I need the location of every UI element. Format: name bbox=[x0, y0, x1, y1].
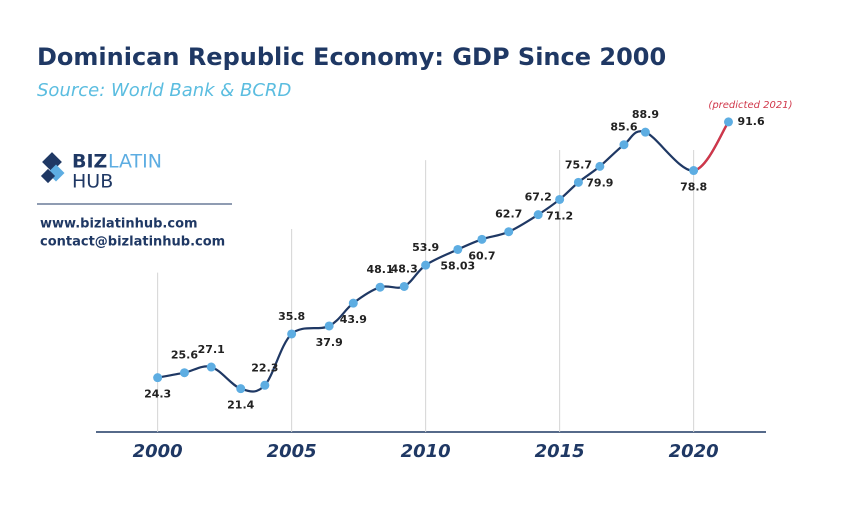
marker bbox=[689, 166, 699, 176]
data-label: 85.6 bbox=[610, 121, 637, 134]
marker bbox=[640, 127, 650, 137]
logo-text: HUB bbox=[72, 171, 113, 193]
marker bbox=[153, 373, 163, 383]
data-label: 48.3 bbox=[391, 262, 418, 275]
chart-subtitle: Source: World Bank & BCRD bbox=[37, 80, 291, 101]
annotation: (predicted 2021) bbox=[708, 100, 792, 111]
marker bbox=[287, 329, 297, 339]
data-label: 67.2 bbox=[525, 191, 552, 204]
chart-title: Dominican Republic Economy: GDP Since 20… bbox=[37, 43, 666, 71]
data-label: 27.1 bbox=[198, 343, 225, 356]
data-label: 71.2 bbox=[546, 209, 573, 222]
data-label: 25.6 bbox=[171, 349, 198, 362]
data-label: 43.9 bbox=[340, 313, 367, 326]
x-tick-label: 2020 bbox=[669, 441, 719, 462]
marker bbox=[573, 177, 583, 187]
data-label: 24.3 bbox=[144, 388, 171, 401]
marker bbox=[453, 244, 463, 254]
data-label: 91.6 bbox=[737, 115, 764, 128]
data-label: 35.8 bbox=[278, 310, 305, 323]
x-tick-label: 2010 bbox=[401, 441, 451, 462]
data-label: 48.1 bbox=[367, 263, 394, 276]
data-label: 88.9 bbox=[632, 108, 659, 121]
marker bbox=[619, 140, 629, 150]
marker bbox=[399, 281, 409, 291]
data-label: 21.4 bbox=[227, 399, 254, 412]
line bbox=[157, 121, 730, 393]
logo-text: LATIN bbox=[108, 151, 162, 173]
marker bbox=[206, 362, 216, 372]
predicted-segment bbox=[693, 121, 730, 172]
data-label: 22.3 bbox=[251, 361, 278, 374]
marker bbox=[723, 117, 733, 127]
marker bbox=[260, 380, 270, 390]
marker bbox=[477, 234, 487, 244]
marker bbox=[421, 260, 431, 270]
data-label: 37.9 bbox=[316, 336, 343, 349]
marker bbox=[324, 321, 334, 331]
x-tick-label: 2005 bbox=[267, 441, 317, 462]
data-label: 78.8 bbox=[680, 181, 707, 194]
x-tick-label: 2000 bbox=[133, 441, 183, 462]
x-tick-label: 2015 bbox=[535, 441, 585, 462]
marker bbox=[504, 227, 514, 237]
data-label: 60.7 bbox=[468, 249, 495, 262]
marker bbox=[236, 384, 246, 394]
logo-text: BIZ bbox=[72, 151, 107, 173]
email: contact@bizlatinhub.com bbox=[40, 235, 225, 250]
marker bbox=[179, 368, 189, 378]
logo-icon bbox=[40, 152, 65, 184]
website: www.bizlatinhub.com bbox=[40, 217, 198, 232]
marker bbox=[555, 194, 565, 204]
data-label: 58.03 bbox=[440, 259, 475, 272]
data-label: 53.9 bbox=[412, 241, 439, 254]
marker bbox=[375, 282, 385, 292]
data-label: 79.9 bbox=[586, 176, 613, 189]
marker bbox=[533, 210, 543, 220]
marker bbox=[595, 161, 605, 171]
marker bbox=[348, 298, 358, 308]
data-label: 75.7 bbox=[565, 158, 592, 171]
data-label: 62.7 bbox=[495, 208, 522, 221]
